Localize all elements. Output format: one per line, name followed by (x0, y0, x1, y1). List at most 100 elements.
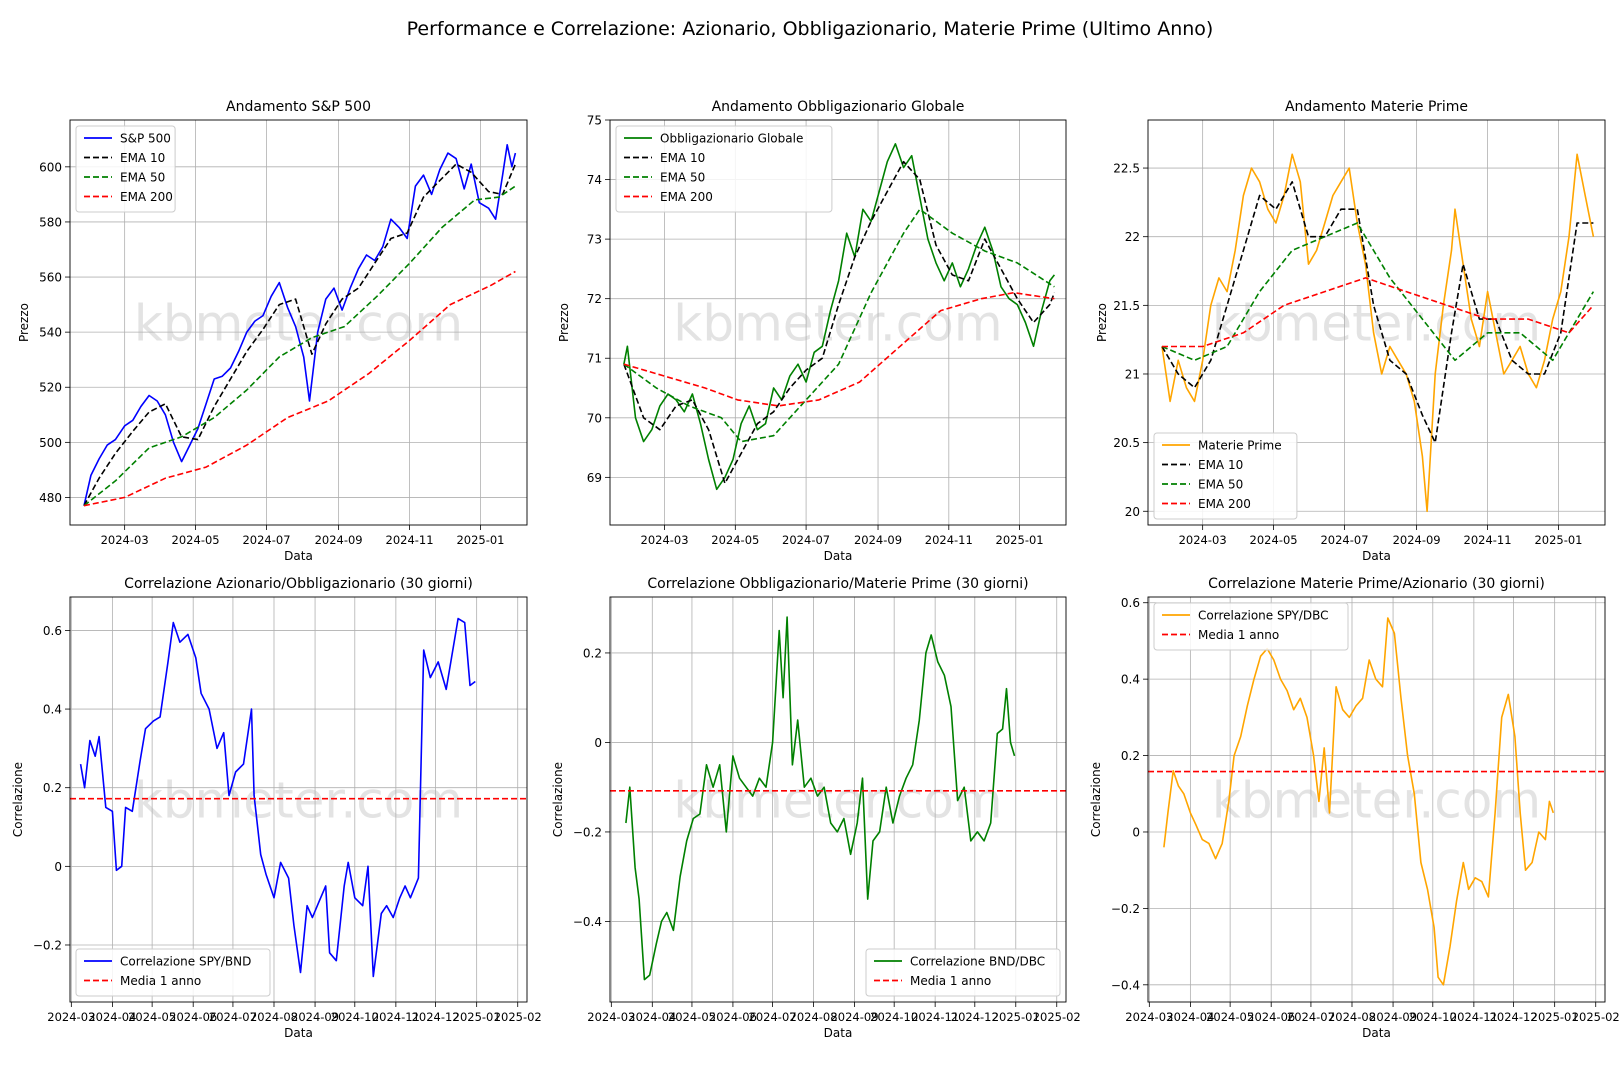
y-axis-label: Correlazione (551, 762, 565, 837)
y-tick-label: 600 (39, 160, 62, 174)
x-tick-label: 2025-01 (1531, 1010, 1579, 1024)
x-tick-label: 2024-09 (315, 533, 363, 547)
x-axis-label: Data (824, 549, 853, 563)
legend-label: Materie Prime (1198, 439, 1282, 453)
x-tick-label: 2024-04 (628, 1010, 676, 1024)
x-tick-label: 2024-08 (1328, 1010, 1376, 1024)
x-tick-label: 2024-10 (331, 1010, 379, 1024)
y-tick-label: 0.6 (1121, 596, 1140, 610)
x-tick-label: 2024-06 (169, 1010, 217, 1024)
watermark: kbmeter.com (134, 295, 463, 353)
y-tick-label: 0.4 (43, 703, 62, 717)
series-line-4 (83, 270, 516, 507)
x-tick-label: 2024-07 (242, 533, 290, 547)
chart-panel-4: kbmeter.com2024-032024-042024-052024-062… (11, 576, 542, 1040)
x-tick-label: 2024-11 (925, 533, 973, 547)
watermark: kbmeter.com (673, 295, 1002, 353)
legend-label: Obbligazionario Globale (660, 132, 803, 146)
x-tick-label: 2024-03 (641, 533, 689, 547)
x-tick-label: 2024-03 (1179, 533, 1227, 547)
series-line-4 (623, 291, 1055, 407)
series-line-1 (625, 616, 1016, 981)
series-line-1 (1163, 617, 1555, 986)
x-tick-label: 2024-07 (782, 533, 830, 547)
y-tick-label: −0.2 (573, 825, 602, 839)
y-tick-label: 74 (587, 173, 602, 187)
legend-label: EMA 10 (660, 151, 705, 165)
legend: Correlazione BND/DBC Media 1 anno (865, 948, 1061, 997)
x-tick-label: 2024-05 (172, 533, 220, 547)
legend-box (1153, 432, 1298, 520)
y-tick-label: −0.4 (1111, 978, 1140, 992)
x-tick-label: 2024-11 (372, 1010, 420, 1024)
x-tick-label: 2025-01 (1534, 533, 1582, 547)
x-tick-label: 2024-03 (587, 1010, 635, 1024)
x-tick-label: 2024-07 (1287, 1010, 1335, 1024)
legend-box (865, 948, 1061, 997)
y-tick-label: 71 (587, 352, 602, 366)
x-tick-label: 2024-08 (250, 1010, 298, 1024)
y-tick-label: 520 (39, 381, 62, 395)
series-line-1 (1161, 153, 1595, 513)
y-tick-label: 0 (54, 860, 62, 874)
legend-label: Media 1 anno (120, 974, 201, 988)
x-tick-label: 2025-02 (1572, 1010, 1620, 1024)
y-tick-label: 580 (39, 215, 62, 229)
legend: Correlazione SPY/DBC Media 1 anno (1153, 602, 1349, 651)
y-tick-label: 540 (39, 326, 62, 340)
series-line-1 (79, 617, 476, 978)
legend-label: Media 1 anno (910, 974, 991, 988)
legend-label: Media 1 anno (1198, 628, 1279, 642)
x-axis-label: Data (284, 1026, 313, 1040)
x-tick-label: 2024-11 (386, 533, 434, 547)
x-tick-label: 2024-04 (88, 1010, 136, 1024)
x-tick-label: 2024-03 (47, 1010, 95, 1024)
y-tick-label: 0 (1132, 825, 1140, 839)
legend-label: EMA 200 (1198, 497, 1251, 511)
legend: Obbligazionario Globale EMA 10 EMA 50 EMA 2… (615, 125, 833, 213)
chart-panel-2: kbmeter.com 2024-03 2024-05 2024-07 2024-09 2… (557, 99, 1067, 563)
axes-frame (1147, 596, 1606, 1003)
x-tick-label: 2024-05 (128, 1010, 176, 1024)
y-axis-label: Prezzo (1095, 303, 1109, 342)
y-tick-label: 72 (587, 292, 602, 306)
legend-label: EMA 50 (120, 171, 165, 185)
legend: Correlazione SPY/BND Media 1 anno (75, 948, 271, 997)
legend-label: Correlazione SPY/DBC (1198, 609, 1329, 623)
x-axis-label: Data (1362, 1026, 1391, 1040)
legend-box (75, 948, 271, 997)
x-tick-label: 2024-06 (709, 1010, 757, 1024)
series-line-3 (1161, 222, 1595, 362)
y-tick-label: −0.2 (1111, 902, 1140, 916)
legend-label: EMA 200 (120, 190, 173, 204)
y-tick-label: 0 (594, 736, 602, 750)
x-tick-label: 2024-09 (1369, 1010, 1417, 1024)
y-tick-label: 0.2 (1121, 749, 1140, 763)
x-tick-label: 2024-09 (830, 1010, 878, 1024)
watermark: kbmeter.com (1212, 772, 1541, 830)
y-axis-label: Prezzo (557, 303, 571, 342)
y-tick-label: 0.2 (583, 646, 602, 660)
y-tick-label: 21.5 (1113, 299, 1140, 313)
x-tick-label: 2025-01 (453, 1010, 501, 1024)
x-tick-label: 2024-05 (1206, 1010, 1254, 1024)
x-tick-label: 2024-09 (1393, 533, 1441, 547)
x-tick-label: 2024-07 (209, 1010, 257, 1024)
x-tick-label: 2024-06 (1247, 1010, 1295, 1024)
x-tick-label: 2024-11 (911, 1010, 959, 1024)
y-tick-label: 0.4 (1121, 673, 1140, 687)
chart-panel-5: kbmeter.com2024-032024-042024-052024-062… (551, 576, 1081, 1040)
series-line-1 (623, 143, 1056, 491)
x-tick-label: 2024-10 (870, 1010, 918, 1024)
x-tick-label: 2024-12 (1490, 1010, 1538, 1024)
x-tick-label: 2025-01 (456, 533, 504, 547)
y-tick-label: −0.2 (33, 938, 62, 952)
legend-label: EMA 50 (660, 171, 705, 185)
y-tick-label: 69 (587, 471, 602, 485)
series-line-1 (83, 144, 517, 506)
legend-label: EMA 10 (1198, 458, 1243, 472)
y-tick-label: 500 (39, 436, 62, 450)
x-axis-label: Data (284, 549, 313, 563)
x-axis-label: Data (824, 1026, 853, 1040)
